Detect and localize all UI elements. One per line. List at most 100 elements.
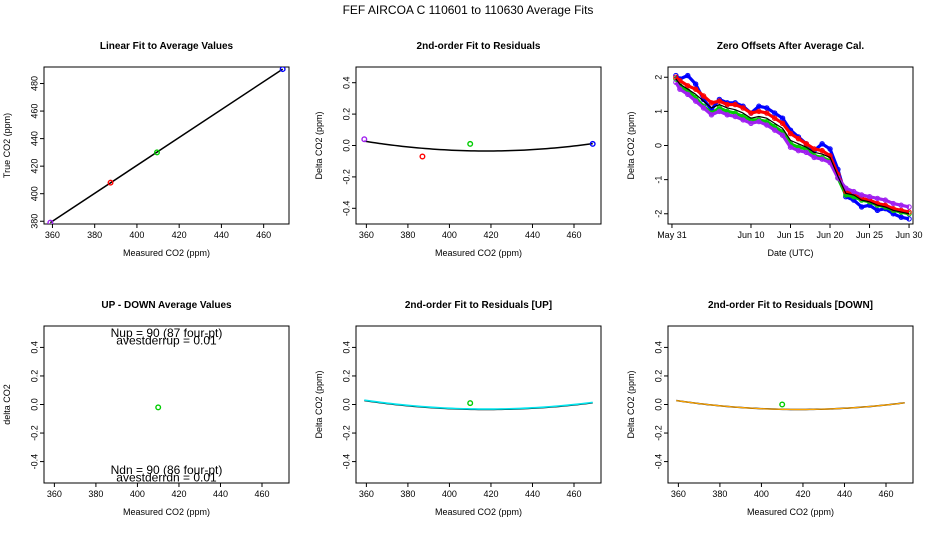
y-axis-label: delta CO2 [2,384,12,425]
x-tick-label: 380 [712,489,727,499]
x-tick-label: 380 [87,230,102,240]
series-point [740,105,746,111]
series-point [906,216,912,222]
panel-title: 2nd-order Fit to Residuals [DOWN] [708,300,873,311]
series-line [674,81,910,209]
x-tick-label: 440 [525,230,540,240]
series-point [748,120,754,127]
plot-area [676,399,905,411]
y-tick-label: 0.2 [341,370,351,383]
x-axis-label: Measured CO2 (ppm) [123,248,210,258]
series-point [882,197,889,203]
y-tick-label: 0.4 [341,76,351,89]
chart-panel-p1: Linear Fit to Average Values 360 380 400 420… [2,41,290,258]
chart-panel-p4: UP - DOWN Average Values 360 380 400 420 440 4… [2,300,290,517]
series-line [674,73,910,221]
x-tick-label: 380 [400,230,415,240]
x-axis-label: Date (UTC) [767,248,813,258]
plot-area [47,67,286,224]
series-point [898,202,904,208]
y-tick-label: 0.2 [29,370,39,383]
annotation-text: Ndn = 90 (86 four-pt) [111,463,223,477]
y-tick-label: -0.4 [29,454,39,470]
x-tick-label: Jun 10 [737,230,764,240]
panel-title: Linear Fit to Average Values [100,41,234,52]
data-point [779,401,786,408]
data-point [107,179,114,186]
x-tick-label: 460 [254,489,269,499]
series-point [692,81,699,87]
series-point [787,144,794,150]
x-tick-label: 420 [172,230,187,240]
series-point [724,112,730,118]
y-tick-label: -0.2 [341,425,351,441]
series-point [858,192,865,198]
y-tick-label: -0.4 [653,454,663,470]
series-point [787,130,794,137]
y-tick-label: 1 [653,109,663,114]
y-axis-label: Delta CO2 (ppm) [314,111,324,179]
series-point [732,113,738,120]
fit-curve-alt [676,399,905,411]
panel-title: Zero Offsets After Average Cal. [717,41,864,52]
series-point [708,112,715,118]
y-tick-label: 0.4 [341,341,351,354]
fit-curve [364,140,593,152]
series-point [779,120,786,127]
series-line [675,78,910,215]
x-tick-label: 400 [442,489,457,499]
y-axis-label: Delta CO2 (ppm) [626,370,636,438]
x-tick-label: 360 [359,230,374,240]
x-tick-label: 460 [566,230,581,240]
y-tick-label: -0.2 [341,169,351,185]
series-point [819,147,825,154]
data-point [279,67,286,73]
x-tick-label: 420 [483,489,498,499]
x-tick-label: 380 [400,489,415,499]
y-axis-label: True CO2 (ppm) [2,113,12,178]
plot-area [364,399,593,411]
y-tick-label: 0.0 [29,398,39,411]
series-line [674,76,910,214]
series-point [748,110,754,116]
series-point [692,86,699,92]
data-point [361,136,368,143]
series-point [700,105,707,111]
series-point [771,110,778,116]
y-axis-label: Delta CO2 (ppm) [626,111,636,179]
x-tick-label: 360 [671,489,686,499]
y-tick-label: -0.2 [29,425,39,441]
y-tick-label: -1 [653,176,663,184]
series-point [811,146,817,152]
series-point [692,98,699,104]
y-tick-label: 420 [29,159,39,174]
series-point [771,127,778,133]
series-point [756,118,762,125]
data-point [589,140,596,147]
data-point [47,219,54,224]
series-point [732,101,738,108]
y-tick-label: 460 [29,104,39,119]
x-tick-label: 460 [566,489,581,499]
data-point [467,140,474,147]
x-axis-label: Measured CO2 (ppm) [123,507,210,517]
series-point [685,83,691,89]
chart-panel-p3: Zero Offsets After Average Cal. May 31 Jun… [626,41,923,258]
x-tick-label: 420 [171,489,186,499]
series-point [756,103,762,109]
series-point [716,98,723,104]
y-tick-label: 400 [29,186,39,201]
plot-frame [43,66,290,225]
y-tick-label: 0.0 [341,398,351,411]
y-tick-label: -2 [653,210,663,218]
x-tick-label: 400 [442,230,457,240]
chart-panel-p5: 2nd-order Fit to Residuals [UP] 360 380 400… [314,300,602,517]
y-tick-label: 0.0 [341,139,351,152]
x-axis-label: Measured CO2 (ppm) [435,507,522,517]
plot-area [673,72,912,222]
series-point [819,141,825,147]
data-point [419,153,426,160]
y-tick-label: 0.0 [653,398,663,411]
series-point [756,108,762,115]
